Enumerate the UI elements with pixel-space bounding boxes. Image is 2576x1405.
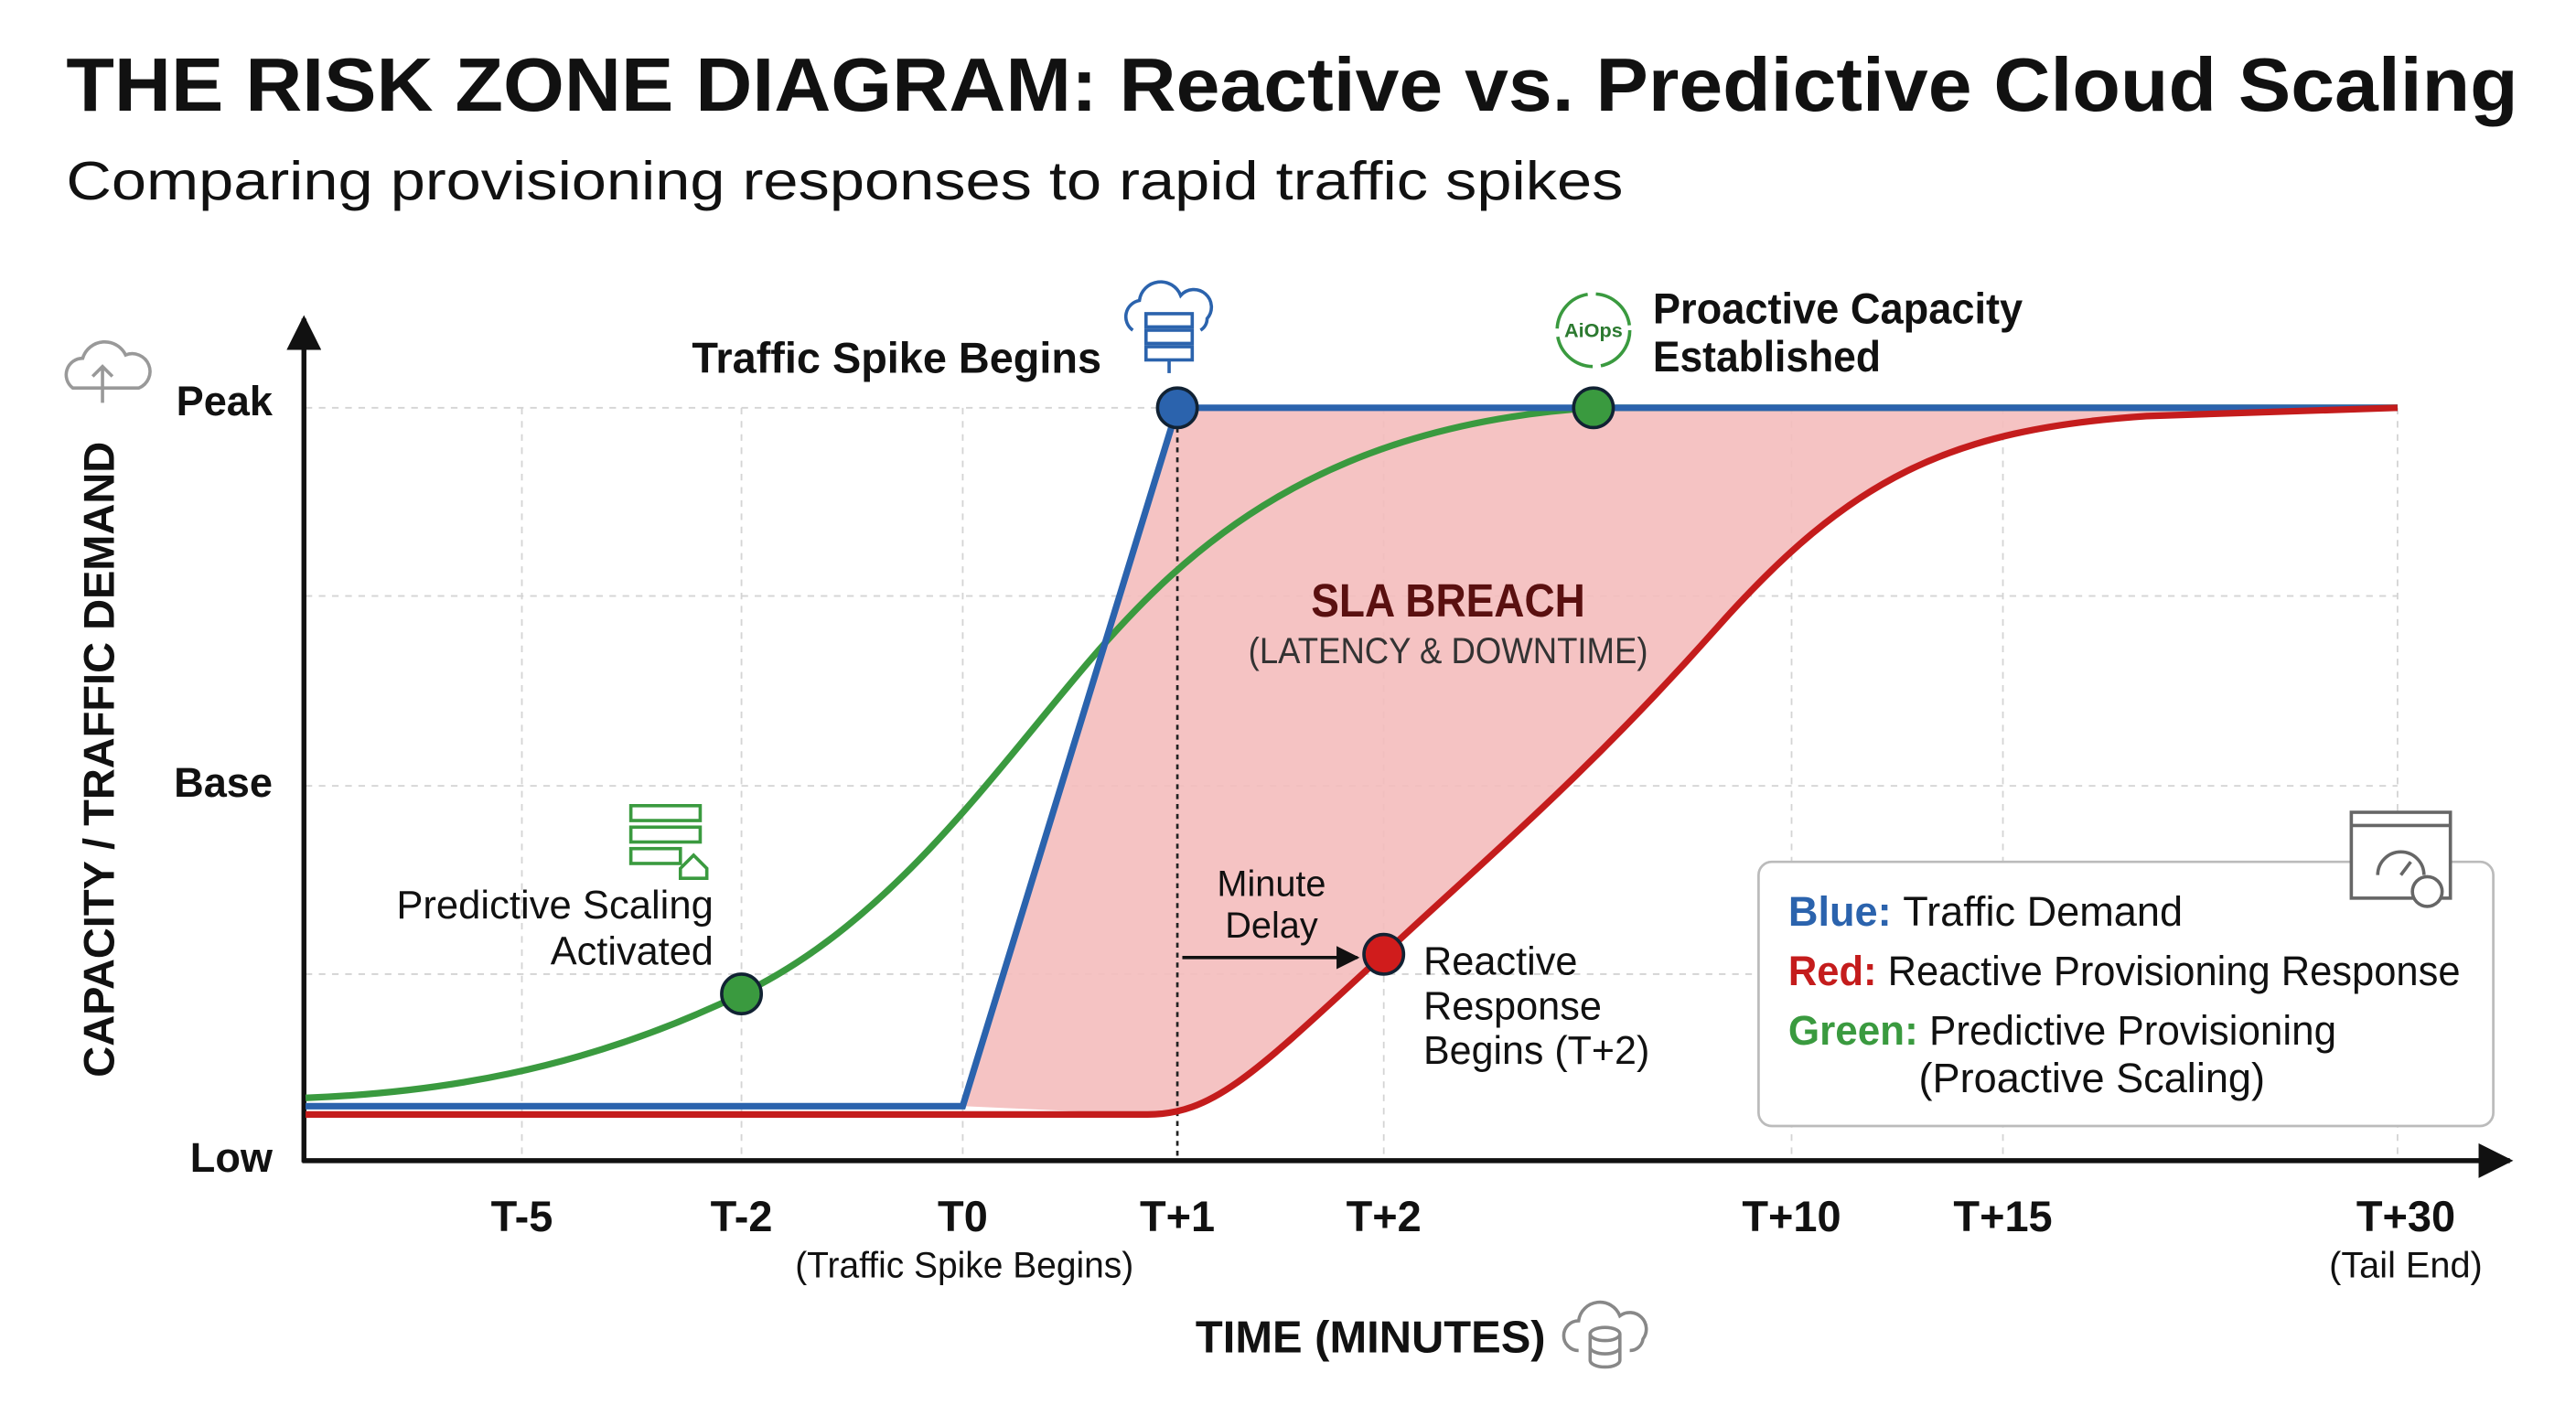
y-tick-label: Peak <box>177 378 274 424</box>
x-tick-label: T+1 <box>1140 1193 1215 1240</box>
legend-entry: Red: Reactive Provisioning Response <box>1788 948 2461 994</box>
legend-icon <box>2349 810 2453 908</box>
x-tick-label: T-5 <box>491 1193 553 1240</box>
icon-label: AiOps <box>1564 319 1623 342</box>
green-curve <box>305 404 2398 1101</box>
legend-box <box>1757 860 2495 1128</box>
tick-note: (Traffic Spike Begins) <box>795 1246 1133 1286</box>
predictive-icon <box>628 804 709 881</box>
annotation: Traffic Spike Begins <box>692 335 1101 382</box>
legend-text: (Proactive Scaling) <box>1918 1055 2265 1101</box>
breach-label: SLA BREACH <box>1311 574 1585 627</box>
annotation: Proactive Capacity <box>1653 285 2023 333</box>
legend-entry: Blue: Traffic Demand <box>1788 888 2183 935</box>
y-axis-label: CAPACITY / TRAFFIC DEMAND <box>75 442 123 1078</box>
point <box>1362 932 1406 976</box>
legend-entry: Green: Predictive Provisioning <box>1788 1007 2336 1054</box>
y-tick-label: Base <box>174 759 273 806</box>
legend-text: Predictive Provisioning <box>1929 1007 2336 1054</box>
annotation: Predictive Scaling <box>396 884 714 928</box>
x-tick-label: T0 <box>938 1193 988 1240</box>
subtitle: Comparing provisioning responses to rapi… <box>66 150 1623 211</box>
x-tick-label: T-2 <box>711 1193 773 1240</box>
legend-text: Reactive Provisioning Response <box>1888 948 2461 994</box>
legend-text: Traffic Demand <box>1903 888 2183 935</box>
title: THE RISK ZONE DIAGRAM: Reactive vs. Pred… <box>66 42 2517 127</box>
annotation: Established <box>1653 333 1881 381</box>
x-tick-label: T+2 <box>1347 1193 1422 1240</box>
db-cloud-icon <box>1562 1300 1648 1369</box>
breach-area <box>962 407 2398 1115</box>
breach-detail: (LATENCY & DOWNTIME) <box>1249 631 1648 671</box>
blue-curve <box>306 404 2398 1110</box>
annotation: Reactive <box>1423 940 1577 984</box>
point <box>1155 386 1199 430</box>
x-axis-label: TIME (MINUTES) <box>1196 1313 1546 1362</box>
annotation: Minute <box>1217 864 1326 905</box>
x-tick-label: T+30 <box>2356 1193 2455 1240</box>
point <box>1572 386 1615 430</box>
point <box>720 972 764 1016</box>
tick-note: (Tail End) <box>2329 1246 2483 1286</box>
server-icon <box>1123 280 1214 373</box>
cloud-icon <box>64 339 152 403</box>
legend-key: Blue: <box>1788 888 1892 935</box>
annotation: Delay <box>1225 906 1318 946</box>
annotation: Activated <box>551 930 714 974</box>
aiops-icon: AiOps <box>1555 292 1632 369</box>
x-tick-label: T+10 <box>1742 1193 1841 1240</box>
legend-key: Green: <box>1788 1007 1918 1054</box>
x-tick-label: T+15 <box>1953 1193 2052 1240</box>
annotation: Begins (T+2) <box>1423 1029 1649 1073</box>
red-curve <box>306 404 2399 1118</box>
annotation: Response <box>1423 984 1602 1028</box>
y-tick-label: Low <box>190 1134 274 1181</box>
legend-key: Red: <box>1788 948 1877 994</box>
